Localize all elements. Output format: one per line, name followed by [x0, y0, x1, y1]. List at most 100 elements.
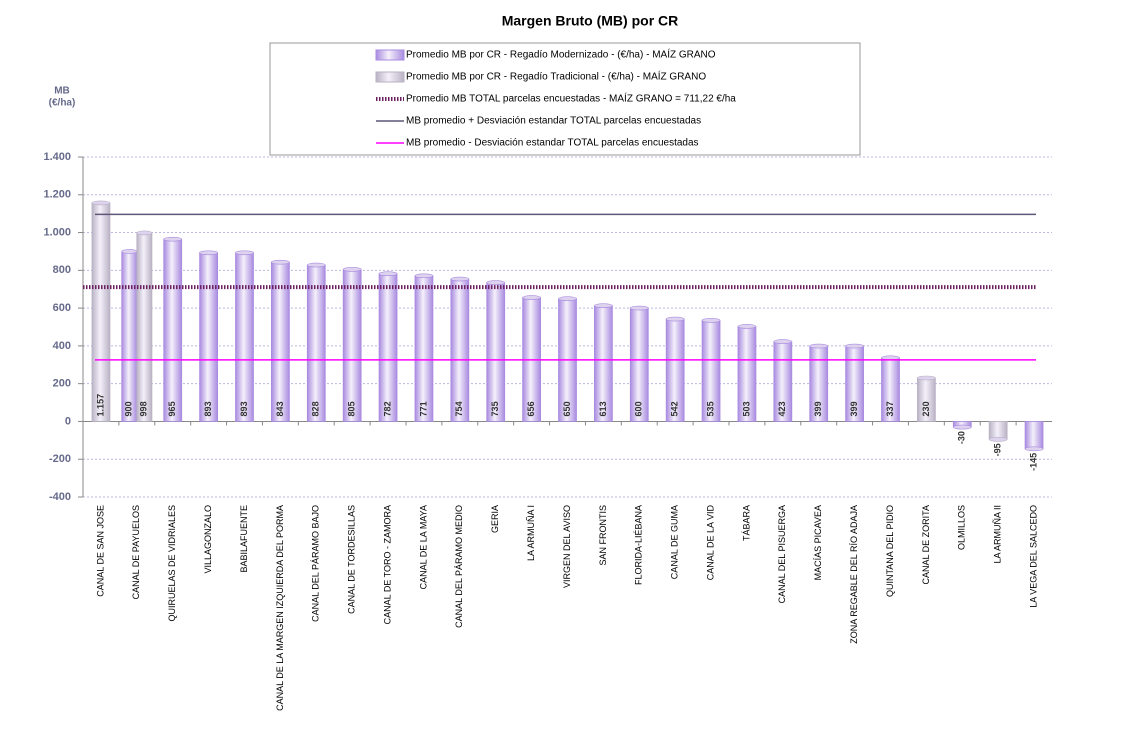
value-label: -95 — [993, 443, 1003, 456]
bar-cap — [630, 305, 649, 311]
x-tick-label: VIRGEN DEL AVISO — [562, 505, 572, 588]
bar-cap — [378, 271, 398, 277]
x-tick-label: ZONA REGABLE DEL RÍO ADAJA — [849, 505, 859, 644]
value-label: 893 — [203, 401, 213, 416]
bar-cap — [486, 280, 505, 285]
bar-cap — [235, 250, 254, 256]
bar — [988, 421, 1008, 440]
value-label: 735 — [490, 401, 500, 416]
bar — [342, 268, 362, 422]
bar — [136, 232, 153, 422]
bar — [91, 202, 111, 422]
bar-cap — [121, 249, 138, 254]
value-label: 998 — [139, 401, 149, 416]
legend-swatch — [375, 49, 405, 61]
bar — [378, 273, 398, 422]
value-label: 843 — [275, 401, 285, 416]
bar — [414, 275, 434, 422]
value-label: -30 — [957, 431, 967, 444]
bar-cap — [809, 343, 828, 349]
value-label: 828 — [311, 401, 321, 416]
x-tick-label: CANAL DE TORO - ZAMORA — [382, 505, 392, 624]
bar-cap — [271, 259, 290, 265]
y-tick-label: 1.200 — [43, 189, 71, 201]
y-tick-label: 800 — [53, 264, 71, 276]
value-label: 900 — [124, 401, 134, 416]
y-tick-label: 0 — [65, 415, 71, 427]
bar — [163, 238, 183, 422]
bar — [306, 264, 326, 422]
value-label: 1.157 — [95, 394, 105, 417]
value-label: 965 — [167, 401, 177, 416]
bar-cap — [91, 200, 111, 206]
value-label: 893 — [239, 401, 249, 416]
bar-cap — [594, 303, 613, 308]
bar-cap — [163, 236, 182, 242]
x-tick-label: FLORIDA-LIÉBANA — [634, 505, 644, 585]
bar-cap — [845, 343, 864, 349]
y-tick-label: 400 — [53, 340, 71, 352]
bar-cap — [136, 230, 153, 236]
bar-cap — [199, 250, 218, 256]
x-tick-label: VILLAGONZALO — [203, 505, 213, 574]
x-tick-label: BABILAFUENTE — [239, 505, 249, 573]
y-tick-label: -400 — [49, 491, 71, 503]
x-tick-label: CANAL DE LA MAYA — [418, 505, 428, 589]
bar-cap — [450, 276, 470, 282]
value-label: 230 — [921, 401, 931, 416]
bar-cap — [1024, 446, 1044, 452]
bar-cap — [773, 339, 793, 344]
bar-cap — [307, 262, 326, 268]
value-label: 503 — [741, 401, 751, 416]
bar-cap — [917, 375, 936, 381]
y-axis-label: MB — [54, 86, 70, 97]
value-label: 650 — [562, 401, 572, 416]
x-tick-label: QUIRUELAS DE VIDRIALES — [167, 505, 177, 622]
bar-cap — [988, 437, 1008, 442]
x-tick-label: OLMILLOS — [957, 505, 967, 550]
bar-cap — [522, 295, 541, 300]
legend-label: MB promedio + Desviación estandar TOTAL … — [406, 116, 701, 127]
bar — [199, 252, 218, 422]
x-tick-label: CANAL DEL PÁRAMO BAJO — [311, 505, 321, 622]
bar — [486, 282, 506, 422]
value-label: 399 — [849, 401, 859, 416]
legend-label: MB promedio - Desviación estandar TOTAL … — [406, 138, 699, 149]
value-label: 600 — [634, 401, 644, 416]
x-tick-label: CANAL DE SAN JOSE — [95, 505, 105, 597]
x-tick-label: GERIA — [490, 505, 500, 533]
y-tick-label: -200 — [49, 453, 71, 465]
value-label: -145 — [1028, 453, 1038, 471]
x-tick-label: LA VEGA DEL SALCEDO — [1028, 505, 1038, 608]
value-label: 337 — [885, 401, 895, 416]
bar-cap — [701, 318, 721, 323]
x-tick-label: LA ARMUÑA I — [526, 505, 536, 561]
legend-label: Promedio MB TOTAL parcelas encuestadas -… — [406, 92, 736, 105]
x-tick-label: SAN FRONTIS — [598, 505, 608, 566]
y-tick-label: 600 — [53, 302, 71, 314]
value-label: 782 — [382, 401, 392, 416]
x-tick-label: CANAL DE TORDESILLAS — [347, 505, 357, 614]
value-label: 399 — [813, 401, 823, 416]
legend-label: Promedio MB por CR - Regadío Tradicional… — [406, 70, 706, 83]
chart-title: Margen Bruto (MB) por CR — [502, 13, 679, 29]
bar-cap — [953, 424, 972, 430]
legend-label: Promedio MB por CR - Regadío Modernizado… — [406, 48, 716, 61]
legend-swatch — [375, 71, 405, 83]
x-tick-label: CANAL DE PAYUELOS — [131, 505, 141, 599]
bar-cap — [342, 267, 362, 272]
value-label: 771 — [418, 401, 428, 416]
x-tick-label: CANAL DE LA VID — [705, 505, 715, 581]
y-tick-label: 1.400 — [43, 151, 71, 163]
value-label: 754 — [454, 401, 464, 416]
x-tick-label: CANAL DE ZORITA — [921, 505, 931, 585]
bar-cap — [737, 324, 757, 329]
bar — [235, 252, 254, 422]
y-axis-label: (€/ha) — [49, 98, 76, 109]
bar — [450, 278, 470, 422]
bar-cap — [665, 316, 685, 322]
x-tick-label: TÁBARA — [741, 505, 751, 541]
value-label: 656 — [526, 401, 536, 416]
x-tick-label: MACÍAS PICAVEA — [813, 505, 823, 580]
